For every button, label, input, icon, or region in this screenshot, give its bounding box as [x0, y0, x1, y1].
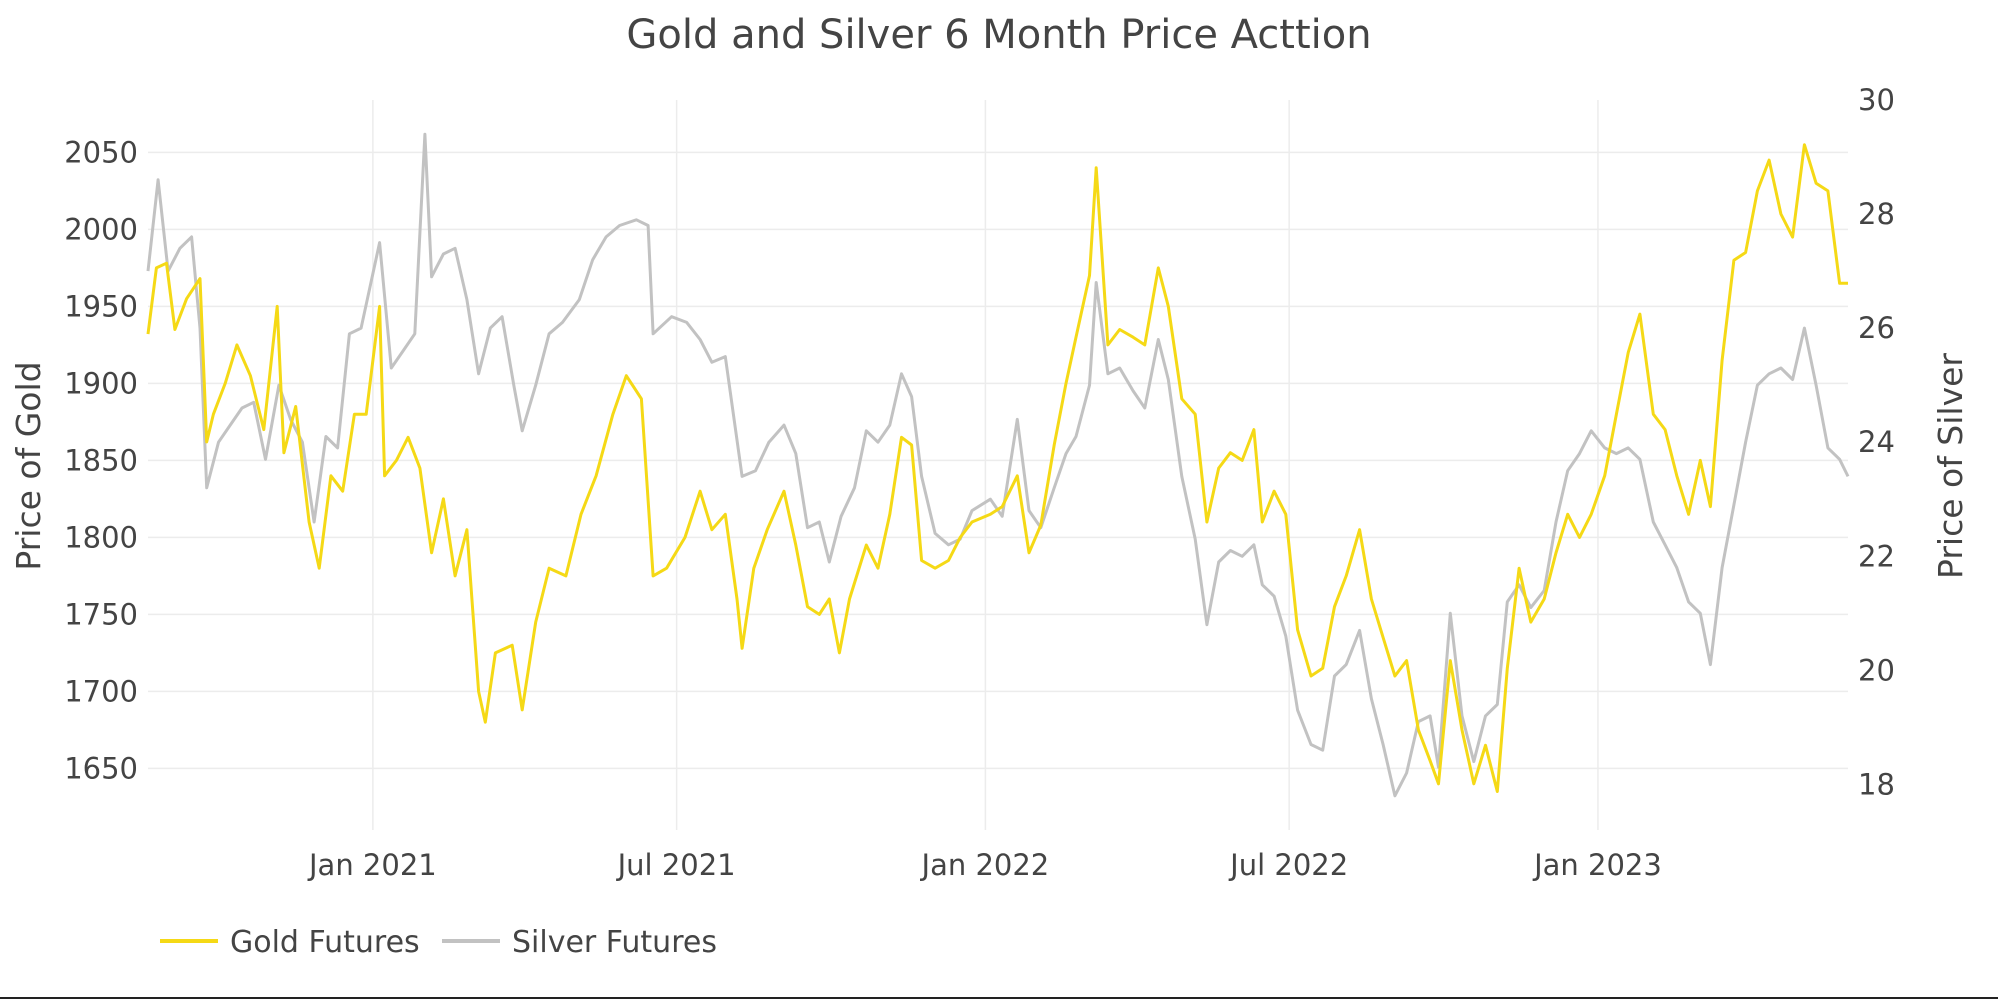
- y-right-tick-label: 30: [1858, 83, 1895, 117]
- y-left-tick-label: 1800: [64, 520, 138, 554]
- y-axis-right-label: Price of Silver: [1931, 353, 1970, 579]
- y-left-tick-label: 1950: [64, 289, 138, 323]
- y-right-tick-label: 20: [1858, 653, 1895, 687]
- x-tick-label: Jul 2022: [1228, 848, 1348, 882]
- chart-title: Gold and Silver 6 Month Price Acttion: [626, 12, 1371, 58]
- y-left-tick-label: 2050: [64, 135, 138, 169]
- y-left-tick-label: 1750: [64, 597, 138, 631]
- y-right-tick-label: 22: [1858, 539, 1895, 573]
- legend-item-gold-futures[interactable]: Gold Futures: [160, 925, 420, 960]
- legend: Gold Futures Silver Futures: [160, 925, 717, 960]
- y-left-tick-label: 1900: [64, 366, 138, 400]
- y-axis-left-label: Price of Gold: [9, 361, 48, 570]
- x-tick-label: Jan 2021: [307, 848, 437, 882]
- chart-canvas: Gold and Silver 6 Month Price Acttion 16…: [0, 0, 1998, 1000]
- legend-label: Silver Futures: [512, 925, 717, 960]
- x-tick-label: Jan 2023: [1532, 848, 1662, 882]
- x-tick-label: Jan 2022: [920, 848, 1050, 882]
- legend-item-silver-futures[interactable]: Silver Futures: [442, 925, 717, 960]
- y-right-tick-label: 28: [1858, 197, 1895, 231]
- series-layer: [148, 134, 1848, 796]
- y-right-tick-label: 26: [1858, 311, 1895, 345]
- y-left-tick-label: 2000: [64, 212, 138, 246]
- legend-label: Gold Futures: [230, 925, 420, 960]
- series-line-gold-futures: [148, 145, 1848, 792]
- y-left-tick-label: 1650: [64, 751, 138, 785]
- x-tick-label: Jul 2021: [616, 848, 736, 882]
- y-left-tick-label: 1850: [64, 443, 138, 477]
- grid-layer: [148, 100, 1848, 830]
- y-right-tick-label: 24: [1858, 425, 1895, 459]
- y-right-tick-label: 18: [1858, 767, 1895, 801]
- series-line-silver-futures: [148, 134, 1848, 796]
- y-left-tick-label: 1700: [64, 674, 138, 708]
- axis-layer: 1650 1700 1750 1800 1850 1900 1950 2000 2050 18 20…: [64, 83, 1895, 882]
